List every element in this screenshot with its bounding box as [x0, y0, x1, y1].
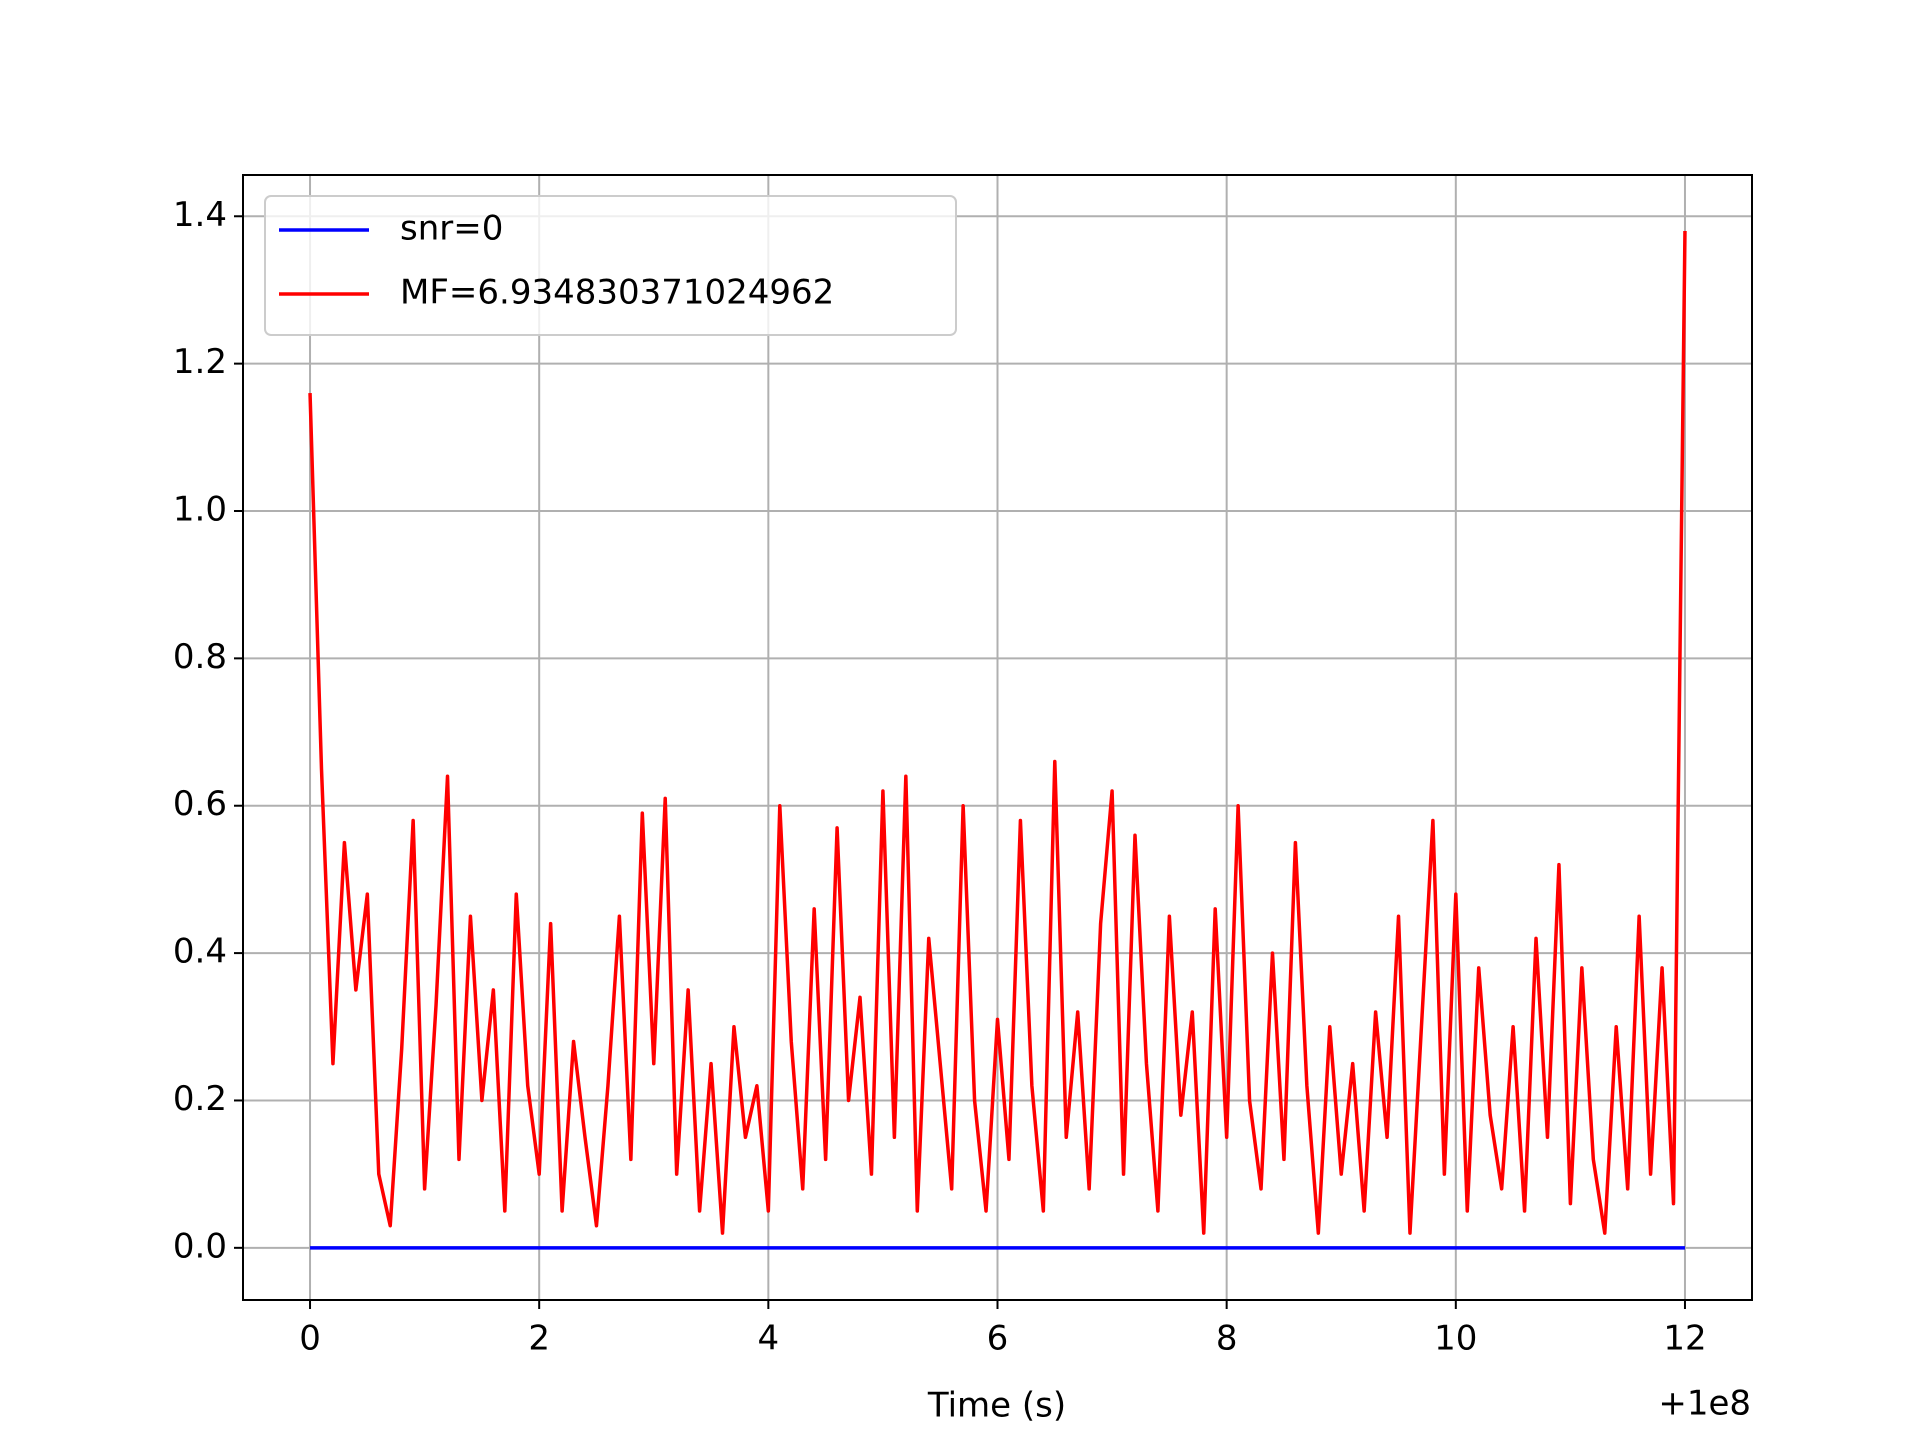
y-tick-label: 0.2	[173, 1079, 227, 1119]
y-tick-label: 1.2	[173, 342, 227, 382]
legend-label: MF=6.934830371024962	[400, 273, 834, 313]
x-offset-label: +1e8	[1658, 1384, 1751, 1424]
y-tick-label: 0.8	[173, 637, 227, 677]
y-tick-label: 1.4	[173, 195, 227, 235]
x-axis-label: Time (s)	[927, 1386, 1066, 1426]
y-tick-label: 0.0	[173, 1226, 227, 1266]
legend-box	[264, 195, 957, 336]
x-tick-label: 4	[758, 1319, 780, 1359]
x-tick-label: 0	[299, 1319, 321, 1359]
x-tick-label: 2	[528, 1319, 550, 1359]
y-tick-label: 0.6	[173, 784, 227, 824]
y-tick-label: 1.0	[173, 489, 227, 529]
y-tick-label: 0.4	[173, 932, 227, 972]
x-tick-label: 10	[1434, 1319, 1477, 1359]
ticks: 0 2 4 6 8 10 12 0.0 0.2 0.4 0.6 0.8 1.0 1.2 1.4	[173, 195, 1707, 1359]
x-tick-label: 6	[987, 1319, 1009, 1359]
legend-label: snr=0	[400, 209, 503, 249]
data-line	[308, 230, 1687, 1235]
plot-area	[308, 230, 1687, 1250]
x-tick-label: 12	[1663, 1319, 1706, 1359]
legend: snr=0 MF=6.934830371024962	[264, 195, 957, 336]
x-tick-label: 8	[1216, 1319, 1238, 1359]
